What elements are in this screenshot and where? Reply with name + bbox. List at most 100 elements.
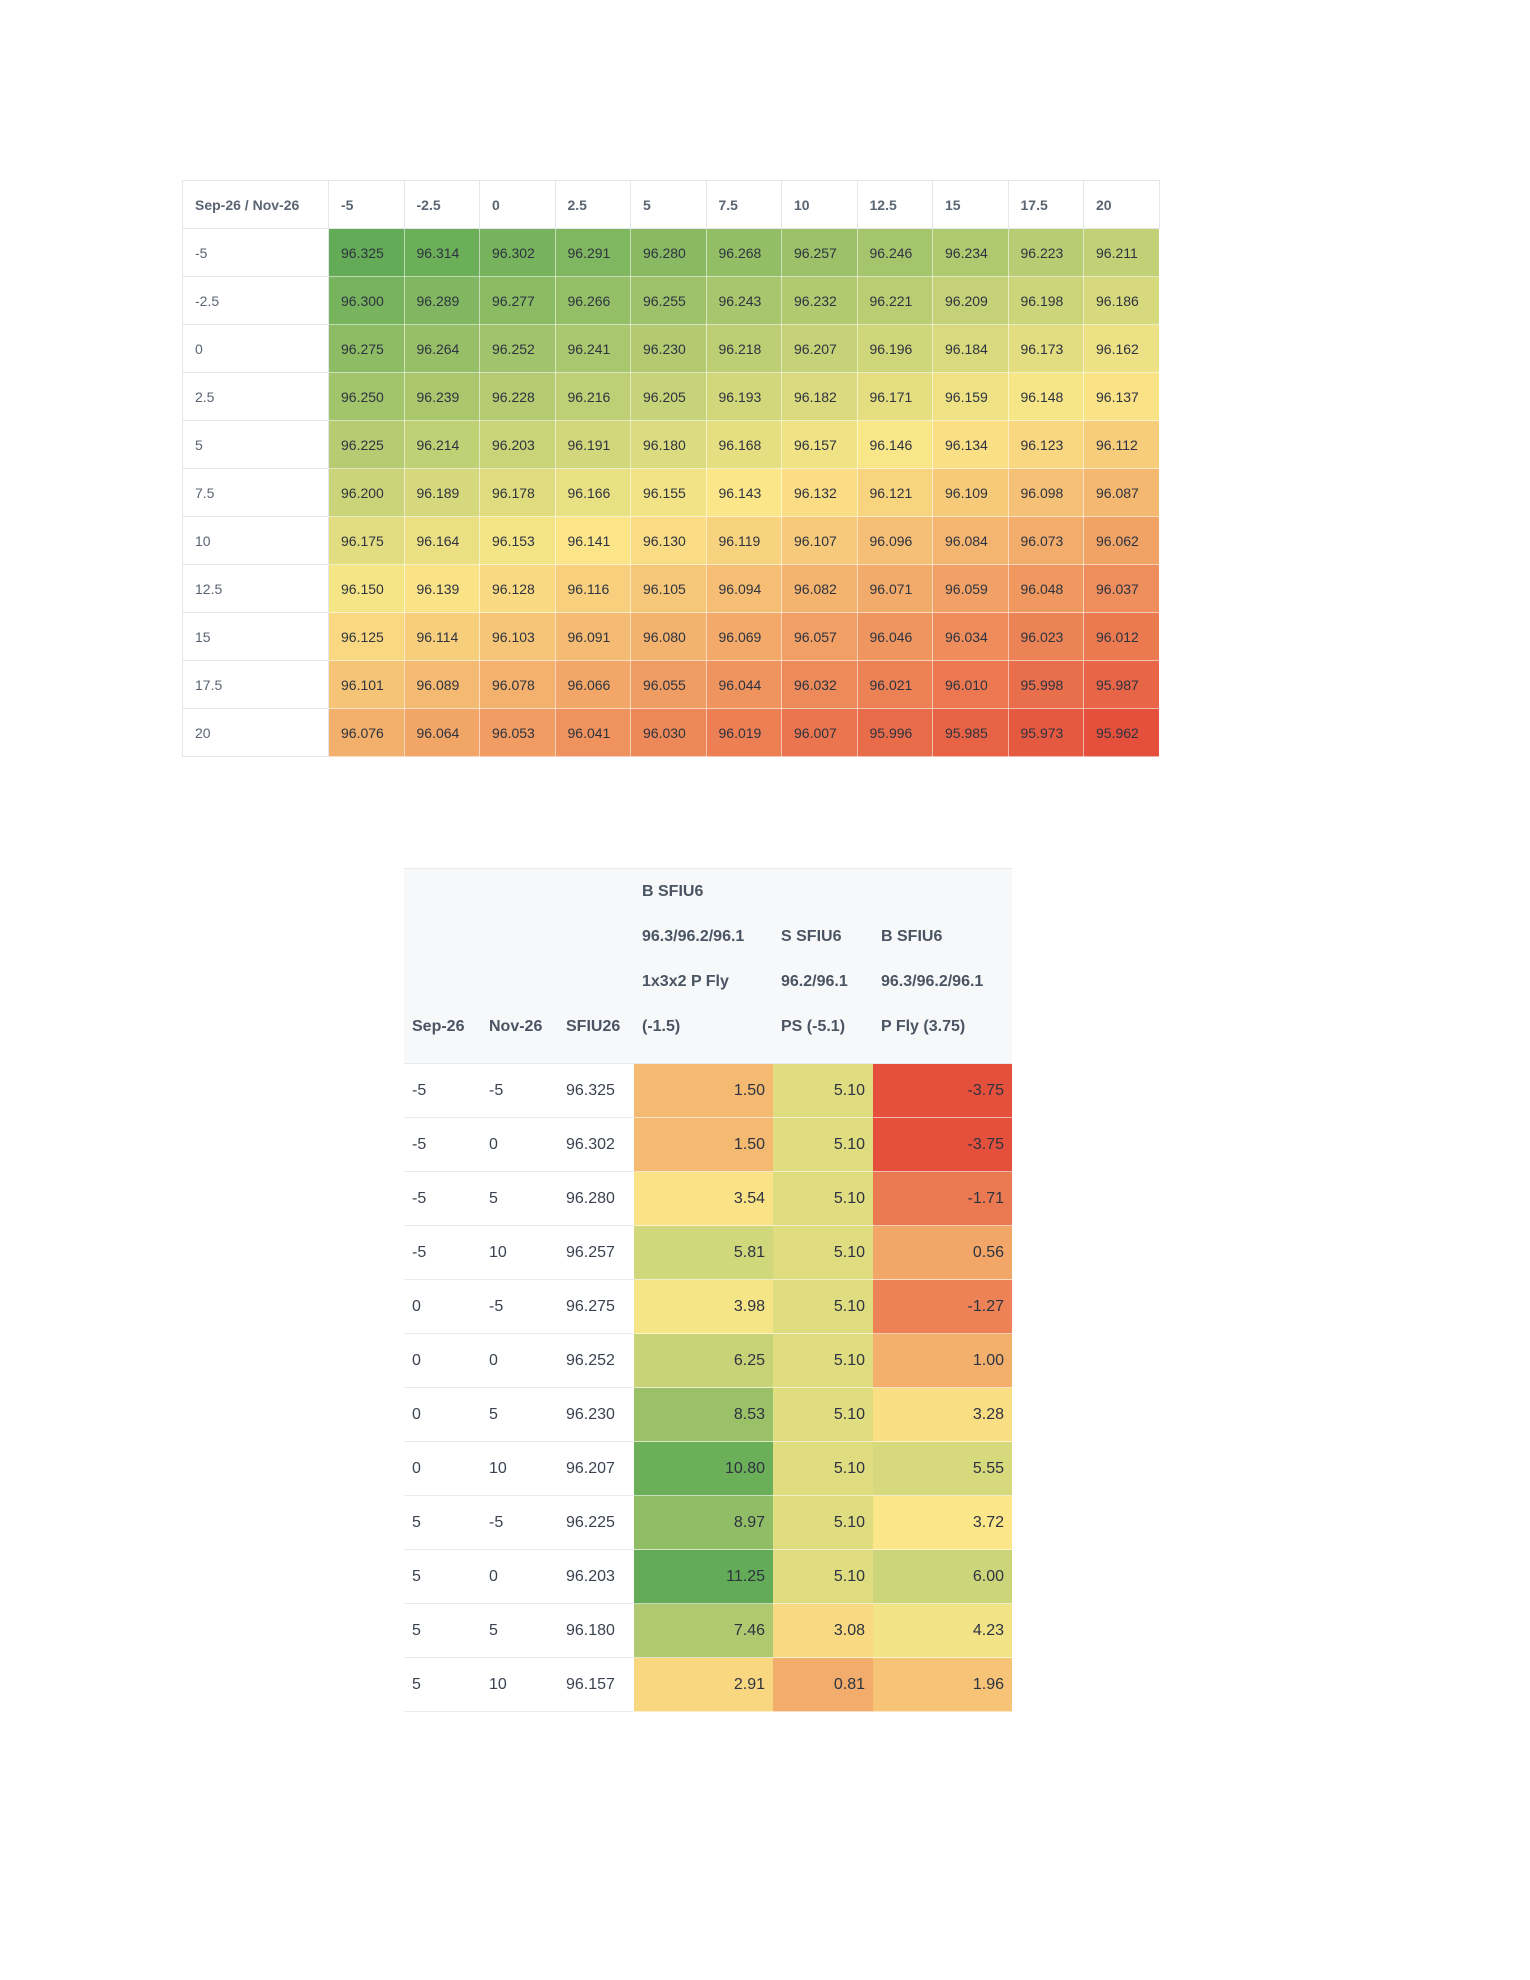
heatmap-cell: 96.150 — [328, 564, 405, 613]
heatmap-cell: 96.037 — [1083, 564, 1160, 613]
heatmap-body: -5 96.325 96.314 96.302 96.291 96.280 96.268 96… — [182, 228, 1160, 757]
fly-1x3x2-header: B SFIU6 96.3/96.2/96.1 1x3x2 P Fly (-1.5… — [634, 868, 773, 1064]
heatmap-row: 12.5 96.150 96.139 96.128 96.116 96.105 96.094… — [182, 564, 1160, 613]
heatmap-cell: 96.134 — [932, 420, 1009, 469]
heatmap-cell: 96.153 — [479, 516, 556, 565]
heatmap-cell: 96.091 — [554, 612, 631, 661]
heatmap-cell: 96.141 — [554, 516, 631, 565]
strategy-row: 0 10 96.207 10.80 5.10 5.55 — [404, 1441, 1012, 1496]
sfiu26-price-cell: 96.275 — [558, 1279, 634, 1334]
heatmap-row: 0 96.275 96.264 96.252 96.241 96.230 96.218 96.… — [182, 324, 1160, 373]
put-spread-pnl-cell: 5.10 — [773, 1063, 873, 1118]
heatmap-cell: 96.246 — [856, 228, 933, 277]
sep26-cell: 0 — [404, 1333, 481, 1388]
heatmap-cell: 96.155 — [630, 468, 707, 517]
fly-1x3x2-pnl-cell: 5.81 — [634, 1225, 773, 1280]
fly-1x3x2-pnl-cell: 6.25 — [634, 1333, 773, 1388]
heatmap-cell: 96.062 — [1083, 516, 1160, 565]
strategy-row: -5 -5 96.325 1.50 5.10 -3.75 — [404, 1063, 1012, 1118]
sep26-cell: -5 — [404, 1171, 481, 1226]
fly-1x3x2-pnl-cell: 3.98 — [634, 1279, 773, 1334]
heatmap-cell: 96.109 — [932, 468, 1009, 517]
heatmap-cell: 96.130 — [630, 516, 707, 565]
heatmap-cell: 96.239 — [403, 372, 480, 421]
nov26-cell: 5 — [481, 1171, 558, 1226]
heatmap-row: 15 96.125 96.114 96.103 96.091 96.080 96.069 96… — [182, 612, 1160, 661]
heatmap-cell: 96.087 — [1083, 468, 1160, 517]
nov26-cell: 10 — [481, 1441, 558, 1496]
heatmap-cell: 96.214 — [403, 420, 480, 469]
heatmap-cell: 96.044 — [705, 660, 782, 709]
heatmap-row: 20 96.076 96.064 96.053 96.041 96.030 96.019 96… — [182, 708, 1160, 757]
fly-1x3x2-pnl-cell: 11.25 — [634, 1549, 773, 1604]
put-fly-pnl-cell: 1.96 — [873, 1657, 1012, 1712]
heatmap-cell: 96.107 — [781, 516, 858, 565]
put-fly-pnl-cell: 0.56 — [873, 1225, 1012, 1280]
heatmap-row-header: 15 — [182, 612, 329, 661]
strategy-row: 5 5 96.180 7.46 3.08 4.23 — [404, 1603, 1012, 1658]
sfiu26-price-cell: 96.230 — [558, 1387, 634, 1442]
heatmap-cell: 96.064 — [403, 708, 480, 757]
heatmap-row: 7.5 96.200 96.189 96.178 96.166 96.155 96.143 9… — [182, 468, 1160, 517]
heatmap-row-header: 12.5 — [182, 564, 329, 613]
heatmap-col-header: 17.5 — [1007, 180, 1084, 229]
nov26-cell: 0 — [481, 1117, 558, 1172]
sep26-cell: -5 — [404, 1117, 481, 1172]
heatmap-cell: 96.252 — [479, 324, 556, 373]
put-spread-header: S SFIU6 96.2/96.1 PS (-5.1) — [773, 868, 873, 1064]
put-fly-pnl-cell: -1.71 — [873, 1171, 1012, 1226]
sfiu26-price-cell: 96.280 — [558, 1171, 634, 1226]
heatmap-cell: 96.048 — [1007, 564, 1084, 613]
heatmap-cell: 96.166 — [554, 468, 631, 517]
heatmap-col-header: 2.5 — [554, 180, 631, 229]
heatmap-cell: 96.034 — [932, 612, 1009, 661]
heatmap-cell: 96.325 — [328, 228, 405, 277]
nov26-cell: 10 — [481, 1657, 558, 1712]
heatmap-cell: 96.096 — [856, 516, 933, 565]
fly-1x3x2-pnl-cell: 1.50 — [634, 1117, 773, 1172]
heatmap-cell: 96.071 — [856, 564, 933, 613]
heatmap-cell: 96.084 — [932, 516, 1009, 565]
heatmap-cell: 96.243 — [705, 276, 782, 325]
heatmap-cell: 96.173 — [1007, 324, 1084, 373]
heatmap-col-header: -5 — [328, 180, 405, 229]
heatmap-cell: 96.257 — [781, 228, 858, 277]
heatmap-cell: 96.230 — [630, 324, 707, 373]
sep26-cell: 5 — [404, 1657, 481, 1712]
heatmap-row-header: -2.5 — [182, 276, 329, 325]
heatmap-cell: 96.234 — [932, 228, 1009, 277]
put-spread-pnl-cell: 5.10 — [773, 1171, 873, 1226]
heatmap-cell: 96.112 — [1083, 420, 1160, 469]
put-spread-pnl-cell: 5.10 — [773, 1495, 873, 1550]
heatmap-cell: 96.128 — [479, 564, 556, 613]
heatmap-row-header: 10 — [182, 516, 329, 565]
nov26-cell: 0 — [481, 1333, 558, 1388]
heatmap-cell: 96.182 — [781, 372, 858, 421]
strategy-row: -5 5 96.280 3.54 5.10 -1.71 — [404, 1171, 1012, 1226]
put-spread-pnl-cell: 5.10 — [773, 1333, 873, 1388]
heatmap-cell: 96.125 — [328, 612, 405, 661]
strategy-row: 5 -5 96.225 8.97 5.10 3.72 — [404, 1495, 1012, 1550]
heatmap-cell: 96.280 — [630, 228, 707, 277]
heatmap-cell: 96.103 — [479, 612, 556, 661]
sep26-cell: 0 — [404, 1387, 481, 1442]
heatmap-cell: 96.225 — [328, 420, 405, 469]
heatmap-row: 17.5 96.101 96.089 96.078 96.066 96.055 96.044… — [182, 660, 1160, 709]
heatmap-cell: 96.119 — [705, 516, 782, 565]
heatmap-col-header: 5 — [630, 180, 707, 229]
heatmap-cell: 96.076 — [328, 708, 405, 757]
heatmap-cell: 96.082 — [781, 564, 858, 613]
fly-1x3x2-pnl-cell: 8.97 — [634, 1495, 773, 1550]
heatmap-row: -2.5 96.300 96.289 96.277 96.266 96.255 96.243… — [182, 276, 1160, 325]
nov26-cell: -5 — [481, 1495, 558, 1550]
heatmap-row-header: 7.5 — [182, 468, 329, 517]
heatmap-cell: 96.175 — [328, 516, 405, 565]
heatmap-cell: 96.137 — [1083, 372, 1160, 421]
heatmap-cell: 96.266 — [554, 276, 631, 325]
heatmap-cell: 96.218 — [705, 324, 782, 373]
put-spread-pnl-cell: 5.10 — [773, 1225, 873, 1280]
nov26-cell: -5 — [481, 1063, 558, 1118]
sfiu26-price-cell: 96.325 — [558, 1063, 634, 1118]
nov26-cell: 5 — [481, 1603, 558, 1658]
heatmap-cell: 96.232 — [781, 276, 858, 325]
